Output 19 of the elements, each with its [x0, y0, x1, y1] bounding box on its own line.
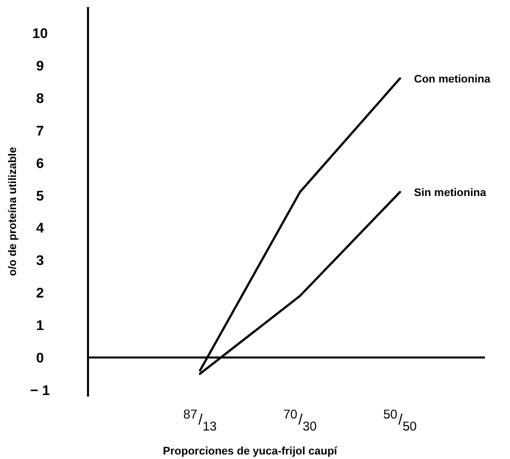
- x-axis-title: Proporciones de yuca-frijol caupí: [162, 446, 338, 458]
- y-tick-label: 10: [32, 24, 48, 41]
- y-tick-label: 3: [36, 252, 44, 268]
- series-label: Con metionina: [414, 73, 492, 86]
- y-tick-label: 6: [36, 154, 44, 171]
- y-tick-label: − 1: [30, 382, 50, 398]
- y-tick-label: 5: [36, 187, 44, 204]
- y-tick-label: 0: [36, 350, 44, 366]
- x-tick-label: $^{50}$/$_{50}$: [383, 406, 417, 434]
- series-label: Sin metionina: [414, 187, 487, 200]
- y-axis-title: o/o de proteína utilizable: [7, 147, 19, 276]
- x-tick-label: $^{87}$/$_{13}$: [183, 406, 217, 434]
- y-tick-label: 2: [36, 284, 44, 301]
- y-tick-label: 8: [36, 90, 44, 106]
- y-tick-label: 1: [36, 317, 44, 334]
- x-tick-label: $^{70}$/$_{30}$: [283, 406, 317, 434]
- y-tick-label: 9: [36, 57, 44, 74]
- y-tick-label: 7: [36, 122, 44, 138]
- y-tick-label: 4: [36, 220, 44, 236]
